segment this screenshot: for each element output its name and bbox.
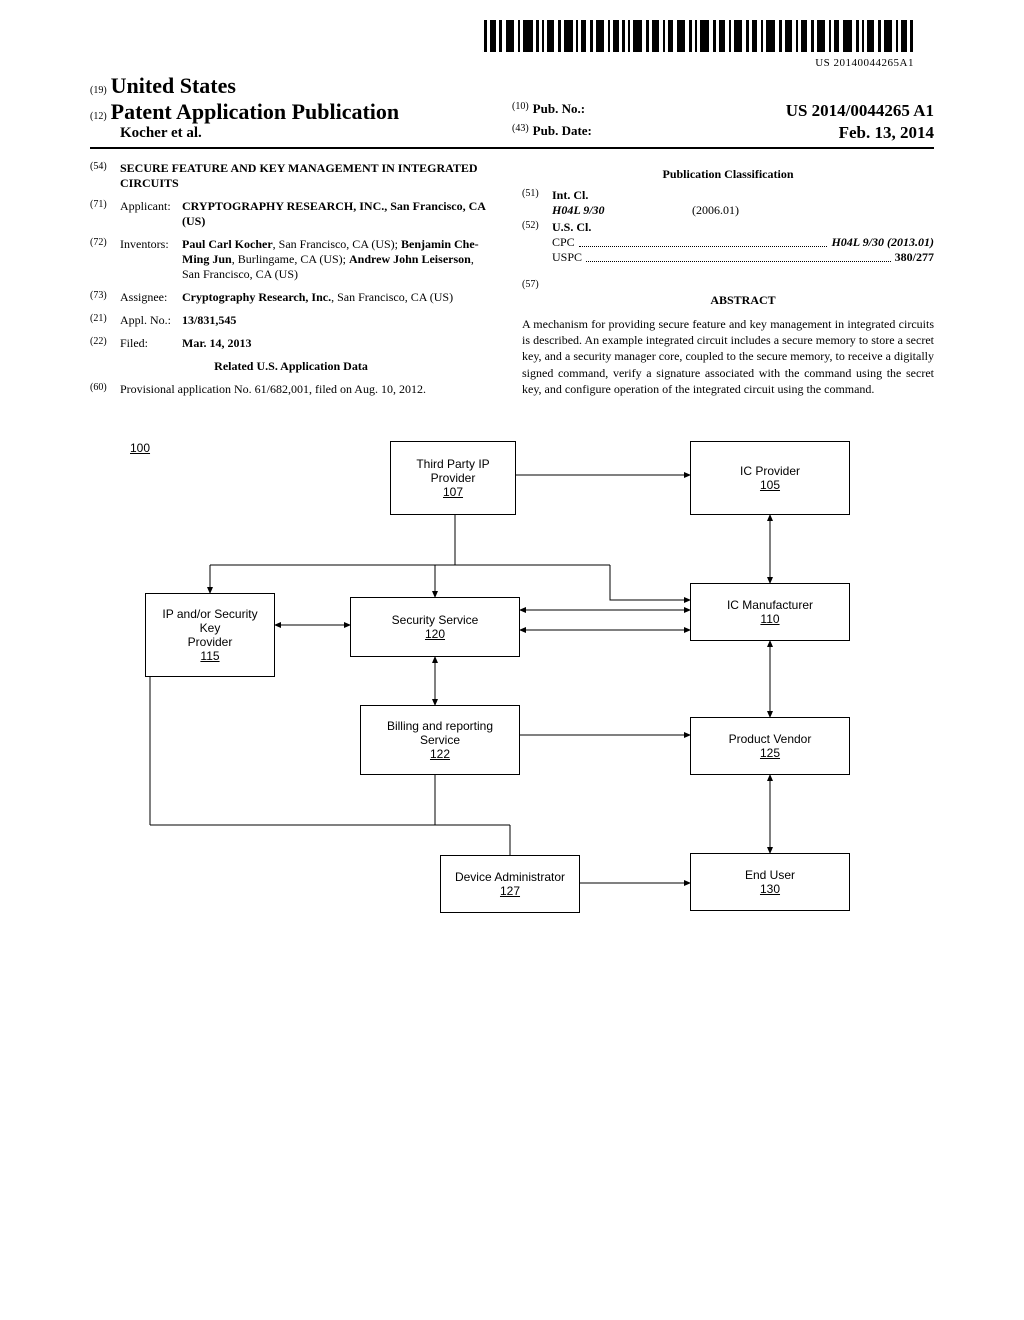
filed-label: Filed: (120, 336, 182, 351)
fig-105-ref: 105 (760, 478, 780, 492)
fig-107-l1: Third Party IP (416, 457, 489, 471)
header: (19) United States (12) Patent Applicati… (90, 73, 934, 149)
fig-box-127: Device Administrator 127 (440, 855, 580, 913)
provisional-text: Provisional application No. 61/682,001, … (120, 382, 492, 397)
classification-title: Publication Classification (522, 167, 934, 182)
fig-115-ref: 115 (200, 649, 219, 663)
fig-127-l1: Device Administrator (455, 870, 565, 884)
fig-107-l2: Provider (431, 471, 476, 485)
code-19: (19) (90, 85, 107, 96)
pub-date: Feb. 13, 2014 (839, 123, 934, 143)
fig-110-l1: IC Manufacturer (727, 598, 813, 612)
fig-125-l1: Product Vendor (729, 732, 812, 746)
bibliographic-data: (54) SECURE FEATURE AND KEY MANAGEMENT I… (90, 161, 934, 405)
fig-box-115: IP and/or Security Key Provider 115 (145, 593, 275, 677)
fig-110-ref: 110 (760, 612, 779, 626)
fig-120-ref: 120 (425, 627, 445, 641)
assignee-label: Assignee: (120, 290, 182, 305)
code-71: (71) (90, 199, 120, 229)
fig-120-l1: Security Service (392, 613, 479, 627)
code-57: (57) (522, 279, 552, 316)
barcode-number: US 20140044265A1 (90, 57, 914, 69)
fig-122-l2: Service (420, 733, 460, 747)
authors-line: Kocher et al. (90, 125, 512, 142)
code-21: (21) (90, 313, 120, 328)
fig-127-ref: 127 (500, 884, 520, 898)
code-12: (12) (90, 111, 107, 122)
fig-125-ref: 125 (760, 746, 780, 760)
intcl-date: (2006.01) (692, 203, 739, 218)
fig-box-110: IC Manufacturer 110 (690, 583, 850, 641)
applicant-name: CRYPTOGRAPHY RESEARCH, INC., San Francis… (182, 199, 485, 228)
dots-icon (586, 250, 891, 262)
cpc-label: CPC (552, 235, 575, 250)
barcode-icon (484, 20, 914, 57)
applno-label: Appl. No.: (120, 313, 182, 328)
fig-130-ref: 130 (760, 882, 780, 896)
barcode-region: US 20140044265A1 (90, 20, 934, 69)
assignee-text: Cryptography Research, Inc., San Francis… (182, 290, 492, 305)
fig-107-ref: 107 (443, 485, 463, 499)
fig-115-l3: Provider (188, 635, 233, 649)
doc-type: Patent Application Publication (111, 99, 399, 124)
fig-ref-100: 100 (130, 441, 150, 455)
uspc-value: 380/277 (895, 250, 934, 265)
fig-115-l1: IP and/or Security (162, 607, 257, 621)
country: United States (111, 73, 236, 98)
applicant-label: Applicant: (120, 199, 182, 229)
fig-box-130: End User 130 (690, 853, 850, 911)
inventors-text: Paul Carl Kocher, San Francisco, CA (US)… (182, 237, 492, 282)
fig-122-l1: Billing and reporting (387, 719, 493, 733)
abstract-text: A mechanism for providing secure feature… (522, 316, 934, 397)
applno-value: 13/831,545 (182, 313, 236, 327)
fig-box-122: Billing and reporting Service 122 (360, 705, 520, 775)
code-22: (22) (90, 336, 120, 351)
fig-box-125: Product Vendor 125 (690, 717, 850, 775)
fig-box-105: IC Provider 105 (690, 441, 850, 515)
code-72: (72) (90, 237, 120, 282)
code-43: (43) (512, 123, 529, 143)
inventors-label: Inventors: (120, 237, 182, 282)
related-data-title: Related U.S. Application Data (90, 359, 492, 374)
code-52: (52) (522, 220, 552, 265)
dots-icon (579, 235, 828, 247)
figure-1: 100 (90, 435, 934, 975)
fig-122-ref: 122 (430, 747, 450, 761)
uscl-label: U.S. Cl. (552, 220, 934, 235)
code-54: (54) (90, 161, 120, 191)
pub-no: US 2014/0044265 A1 (786, 101, 934, 121)
applicant-text: CRYPTOGRAPHY RESEARCH, INC., San Francis… (182, 199, 492, 229)
intcl-class: H04L 9/30 (552, 203, 692, 218)
filed-value: Mar. 14, 2013 (182, 336, 252, 350)
intcl-label: Int. Cl. (552, 188, 934, 203)
fig-130-l1: End User (745, 868, 795, 882)
filed-text: Mar. 14, 2013 (182, 336, 492, 351)
code-10: (10) (512, 101, 529, 121)
code-73: (73) (90, 290, 120, 305)
fig-box-120: Security Service 120 (350, 597, 520, 657)
code-60: (60) (90, 382, 120, 397)
fig-105-l1: IC Provider (740, 464, 800, 478)
pub-date-label: Pub. Date: (533, 123, 592, 143)
code-51: (51) (522, 188, 552, 218)
invention-title: SECURE FEATURE AND KEY MANAGEMENT IN INT… (120, 161, 492, 191)
fig-115-l2: Key (200, 621, 221, 635)
uspc-label: USPC (552, 250, 582, 265)
cpc-value: H04L 9/30 (2013.01) (831, 235, 934, 250)
pub-no-label: Pub. No.: (533, 101, 585, 121)
fig-box-107: Third Party IP Provider 107 (390, 441, 516, 515)
abstract-title: ABSTRACT (552, 293, 934, 308)
applno-text: 13/831,545 (182, 313, 492, 328)
